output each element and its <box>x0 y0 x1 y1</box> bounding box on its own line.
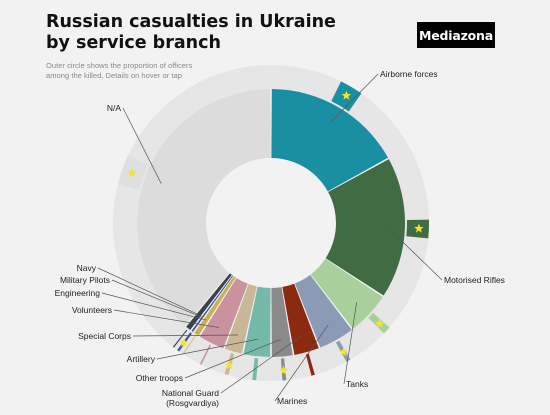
label-line: Special Corps <box>78 331 131 341</box>
leader-line-special-corps <box>132 334 239 337</box>
segment-other-troops[interactable] <box>271 287 293 357</box>
leader-line-national-guard-rosgvardiya <box>220 335 303 394</box>
label-n-a: N/A <box>107 103 122 113</box>
officer-star-icon <box>414 223 424 233</box>
label-line: Tanks <box>346 379 368 389</box>
label-artillery: Artillery <box>127 354 156 364</box>
segment-engineering[interactable] <box>194 276 236 336</box>
officer-star-icon <box>338 347 349 357</box>
label-line: (Rosgvardiya) <box>166 398 219 408</box>
label-leaders <box>97 73 443 402</box>
chart-title: Russian casualties in Ukraine by service… <box>46 12 346 54</box>
segment-motorised-rifles[interactable] <box>325 159 405 296</box>
chart-subtitle: Outer circle shows the proportion of off… <box>46 61 246 81</box>
leader-line-other-troops <box>184 339 282 379</box>
label-special-corps: Special Corps <box>78 331 131 341</box>
leader-line-tanks <box>343 302 357 385</box>
leader-line-navy <box>97 267 200 316</box>
officer-stars <box>126 90 424 375</box>
label-line: Volunteers <box>72 305 112 315</box>
segment-airborne-forces[interactable] <box>271 89 389 192</box>
label-volunteers: Volunteers <box>72 305 112 315</box>
officer-star-icon <box>278 365 289 375</box>
officer-star-icon <box>224 359 235 370</box>
officer-star-icon <box>126 167 137 177</box>
label-military-pilots: Military Pilots <box>60 275 110 285</box>
segment-tanks[interactable] <box>310 258 383 329</box>
leader-line-military-pilots <box>111 279 203 318</box>
label-line: Navy <box>77 263 97 273</box>
label-tanks: Tanks <box>346 379 368 389</box>
leader-line-marines <box>274 324 329 402</box>
officer-segment-national-guard-rosgvardiya[interactable] <box>305 353 315 376</box>
brand-logo[interactable]: Mediazona <box>417 22 495 48</box>
leader-line-airborne-forces <box>330 73 379 123</box>
leader-line-artillery <box>156 338 259 360</box>
segment-marines[interactable] <box>294 274 352 348</box>
segment-n-a[interactable] <box>136 89 271 326</box>
chart-subtitle-line-1: Outer circle shows the proportion of off… <box>46 61 193 70</box>
label-national-guard-rosgvardiya: National Guard (Rosgvardiya) <box>162 388 219 408</box>
label-other-troops: Other troops <box>136 373 183 383</box>
label-line: Engineering <box>55 288 101 298</box>
label-marines: Marines <box>277 396 307 406</box>
label-line: N/A <box>107 103 122 113</box>
label-airborne-forces: Airborne forces <box>380 69 438 79</box>
segment-military-pilots[interactable] <box>191 275 234 332</box>
label-engineering: Engineering <box>55 288 101 298</box>
segment-volunteers[interactable] <box>199 278 248 349</box>
officer-segment-navy[interactable] <box>172 329 188 348</box>
leader-line-n-a <box>122 107 162 184</box>
label-line: Airborne forces <box>380 69 438 79</box>
chart-title-line-2: by service branch <box>46 33 221 53</box>
chart-subtitle-line-2: among the killed. Details on hover or ta… <box>46 71 182 80</box>
segment-national-guard-rosgvardiya[interactable] <box>282 283 319 355</box>
label-motorised-rifles: Motorised Rifles <box>444 275 505 285</box>
leader-line-motorised-rifles <box>387 227 443 281</box>
segment-ring <box>136 89 405 357</box>
leader-line-engineering <box>101 292 207 321</box>
label-line: National Guard <box>162 388 219 398</box>
officer-star-icon <box>341 90 352 100</box>
label-line: Marines <box>277 396 307 406</box>
chart-title-line-1: Russian casualties in Ukraine <box>46 12 336 32</box>
label-line: Other troops <box>136 373 183 383</box>
officer-star-icon <box>374 318 385 328</box>
label-navy: Navy <box>77 263 97 273</box>
label-line: Military Pilots <box>60 275 110 285</box>
segment-artillery[interactable] <box>243 286 271 357</box>
label-line: Artillery <box>127 354 156 364</box>
segment-special-corps[interactable] <box>224 284 257 354</box>
label-line: Motorised Rifles <box>444 275 505 285</box>
officer-segment-engineering[interactable] <box>182 335 196 355</box>
officer-star-icon <box>179 337 189 347</box>
leader-line-volunteers <box>113 309 220 328</box>
officer-segment-volunteers[interactable] <box>199 344 212 365</box>
segment-labels: Airborne forces Motorised Rifles Tanks Mari… <box>55 69 505 408</box>
